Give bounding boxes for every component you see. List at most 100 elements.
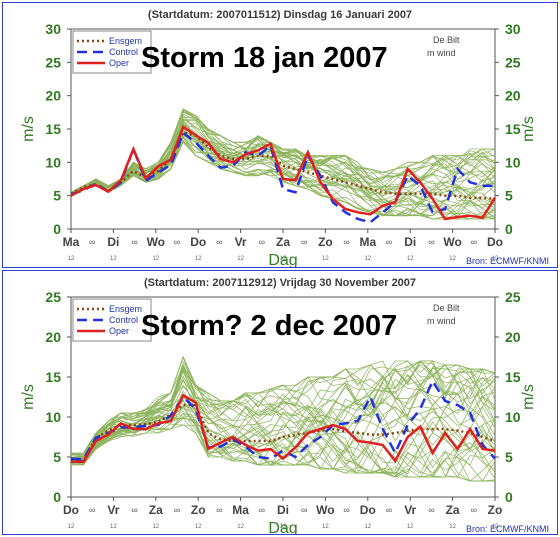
x-tick-sublabel: 12 xyxy=(237,524,244,530)
y-tick-label-right: 15 xyxy=(505,121,521,137)
x-tick-label-day: Za xyxy=(446,503,460,517)
forecast-panel-bottom: (Startdatum: 2007112912) Vrijdag 30 Nove… xyxy=(2,270,558,535)
x-tick-label-day: Ma xyxy=(232,503,249,517)
ensemble-member-line xyxy=(70,355,496,470)
x-tick-sublabel: 12 xyxy=(152,524,159,530)
x-tick-sublabel: 12 xyxy=(195,524,202,530)
x-midday-marker: ∞ xyxy=(216,505,222,515)
x-tick-sublabel: 12 xyxy=(492,524,499,530)
x-tick-label-day: Vr xyxy=(404,503,416,517)
ensemble-member-line xyxy=(70,364,496,468)
y-tick-label-left: 15 xyxy=(45,121,61,137)
legend-label-oper: Oper xyxy=(109,58,129,68)
y-axis-label-left: m/s xyxy=(20,116,37,142)
x-tick-sublabel: 12 xyxy=(407,524,414,530)
ensemble-member-line xyxy=(70,364,496,470)
station-label: De Bilt xyxy=(433,303,460,313)
x-midday-marker: ∞ xyxy=(428,505,434,515)
overlay-title: Storm? 2 dec 2007 xyxy=(141,310,397,342)
y-tick-label-right: 15 xyxy=(505,369,521,385)
x-midday-marker: ∞ xyxy=(216,237,222,247)
y-tick-label-right: 0 xyxy=(505,489,513,505)
wind-chart-bottom: (Startdatum: 2007112912) Vrijdag 30 Nove… xyxy=(20,277,549,534)
x-tick-sublabel: 12 xyxy=(280,256,287,262)
y-axis-label-right: m/s xyxy=(520,116,537,142)
ensemble-member-line xyxy=(70,364,496,456)
ensemble-member-line xyxy=(70,360,496,456)
chart-header: (Startdatum: 2007112912) Vrijdag 30 Nove… xyxy=(144,277,416,289)
x-tick-sublabel: 12 xyxy=(492,256,499,262)
ensemble-member-line xyxy=(70,410,496,482)
x-tick-sublabel: 12 xyxy=(110,524,117,530)
legend-label-ensgem: Ensgem xyxy=(109,36,142,46)
x-tick-label-day: Di xyxy=(277,503,289,517)
legend-label-ensgem: Ensgem xyxy=(109,304,142,314)
y-tick-label-left: 0 xyxy=(53,489,61,505)
legend-label-control: Control xyxy=(109,315,138,325)
x-midday-marker: ∞ xyxy=(174,505,180,515)
x-tick-sublabel: 12 xyxy=(68,524,75,530)
x-tick-label-day: Za xyxy=(149,503,163,517)
x-midday-marker: ∞ xyxy=(343,237,349,247)
y-tick-label-right: 25 xyxy=(505,289,521,305)
ensemble-member-line xyxy=(70,355,496,455)
x-tick-label-day: Vr xyxy=(107,503,119,517)
x-midday-marker: ∞ xyxy=(301,505,307,515)
x-midday-marker: ∞ xyxy=(301,237,307,247)
x-midday-marker: ∞ xyxy=(386,505,392,515)
y-tick-label-right: 5 xyxy=(505,188,513,204)
x-tick-label-day: Za xyxy=(276,235,290,249)
y-tick-label-left: 30 xyxy=(45,21,61,37)
y-tick-label-left: 5 xyxy=(53,449,61,465)
station-label: De Bilt xyxy=(433,35,460,45)
x-tick-sublabel: 12 xyxy=(407,256,414,262)
y-tick-label-right: 10 xyxy=(505,154,521,170)
x-midday-marker: ∞ xyxy=(471,505,477,515)
x-midday-marker: ∞ xyxy=(89,505,95,515)
x-axis-label: Dag xyxy=(268,252,297,267)
x-midday-marker: ∞ xyxy=(259,237,265,247)
x-midday-marker: ∞ xyxy=(174,237,180,247)
x-tick-sublabel: 12 xyxy=(280,524,287,530)
x-tick-sublabel: 12 xyxy=(449,256,456,262)
variable-label: m wind xyxy=(427,48,456,58)
source-label: Bron: ECMWF/KNMI xyxy=(466,256,549,266)
y-tick-label-left: 20 xyxy=(45,88,61,104)
y-tick-label-right: 5 xyxy=(505,449,513,465)
x-midday-marker: ∞ xyxy=(343,505,349,515)
y-tick-label-right: 25 xyxy=(505,54,521,70)
y-tick-label-left: 20 xyxy=(45,329,61,345)
x-tick-label-day: Wo xyxy=(443,235,461,249)
legend-box xyxy=(72,298,152,342)
x-tick-label-day: Do xyxy=(360,503,376,517)
y-tick-label-left: 10 xyxy=(45,154,61,170)
source-label: Bron: ECMWF/KNMI xyxy=(466,524,549,534)
ensemble-member-line xyxy=(70,367,496,464)
series-line-oper xyxy=(71,393,496,464)
ensemble-member-line xyxy=(70,136,496,193)
y-tick-label-left: 10 xyxy=(45,409,61,425)
y-tick-label-left: 25 xyxy=(45,54,61,70)
x-tick-sublabel: 12 xyxy=(322,524,329,530)
x-midday-marker: ∞ xyxy=(89,237,95,247)
ensemble-member-line xyxy=(70,360,496,462)
legend-label-oper: Oper xyxy=(109,326,129,336)
x-tick-sublabel: 12 xyxy=(237,256,244,262)
overlay-title: Storm 18 jan 2007 xyxy=(141,42,388,74)
legend-label-control: Control xyxy=(109,47,138,57)
x-tick-sublabel: 12 xyxy=(364,524,371,530)
x-tick-sublabel: 12 xyxy=(364,256,371,262)
ensemble-member-line xyxy=(70,363,496,460)
x-tick-label-day: Di xyxy=(404,235,416,249)
x-midday-marker: ∞ xyxy=(259,505,265,515)
y-tick-label-left: 5 xyxy=(53,188,61,204)
x-tick-label-day: Wo xyxy=(316,503,334,517)
x-midday-marker: ∞ xyxy=(386,237,392,247)
ensemble-member-line xyxy=(70,130,496,214)
x-tick-label-day: Ma xyxy=(63,235,80,249)
chart-header: (Startdatum: 2007011512) Dinsdag 16 Janu… xyxy=(148,9,412,21)
y-tick-label-right: 0 xyxy=(505,221,513,237)
x-tick-label-day: Zo xyxy=(191,503,206,517)
forecast-panel-top: (Startdatum: 2007011512) Dinsdag 16 Janu… xyxy=(2,2,558,268)
x-midday-marker: ∞ xyxy=(131,505,137,515)
